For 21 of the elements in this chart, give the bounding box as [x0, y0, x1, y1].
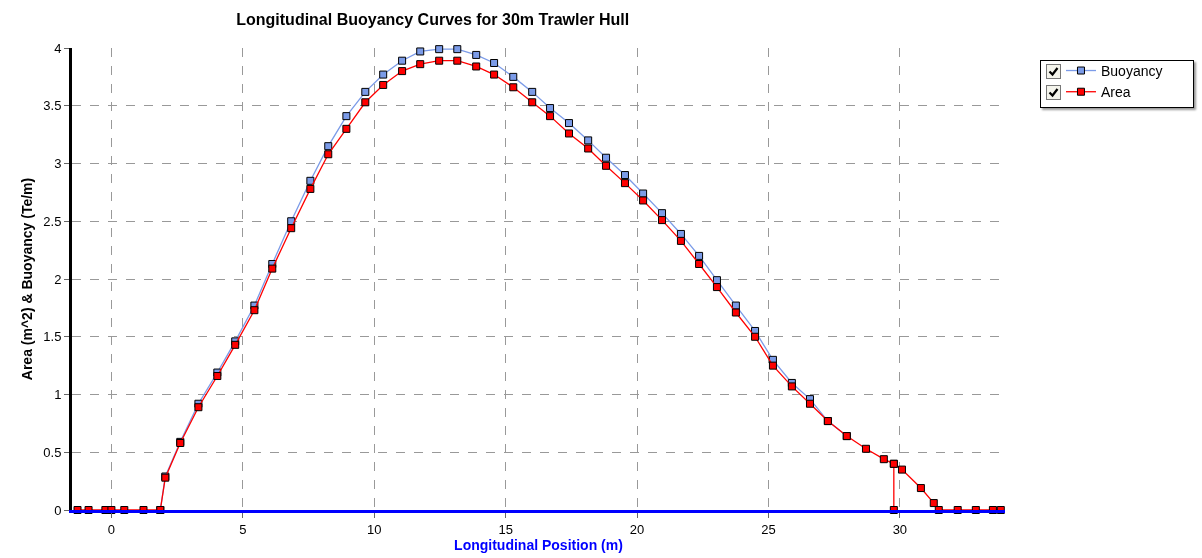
y-tick-label: 1.5	[43, 329, 62, 345]
y-tick-label: 4	[54, 40, 62, 56]
y-tick-label: 0	[54, 502, 62, 518]
x-tick-label: 20	[629, 521, 645, 537]
y-tick-label: 3.5	[43, 98, 62, 114]
chart-title: Longitudinal Buoyancy Curves for 30m Trawler Hull	[236, 11, 630, 29]
legend-label: Area	[1100, 84, 1131, 101]
y-tick-label: 1	[54, 387, 62, 403]
y-tick-label: 2.5	[43, 213, 62, 229]
y-tick-label: 0.5	[43, 444, 62, 460]
x-tick-label: 30	[892, 521, 908, 537]
y-tick-label: 2	[54, 271, 62, 287]
y-tick-label: 3	[54, 156, 62, 172]
x-tick-label: 0	[107, 521, 116, 537]
x-tick-label: 25	[761, 521, 776, 537]
x-tick-label: 5	[239, 521, 247, 537]
x-tick-label: 15	[498, 521, 513, 537]
y-axis-title: Area (m^2) & Buoyancy (Te/m)	[18, 177, 35, 381]
x-tick-label: 10	[367, 521, 382, 537]
legend-label: Buoyancy	[1100, 62, 1163, 79]
x-axis-title: Longitudinal Position (m)	[454, 536, 623, 553]
